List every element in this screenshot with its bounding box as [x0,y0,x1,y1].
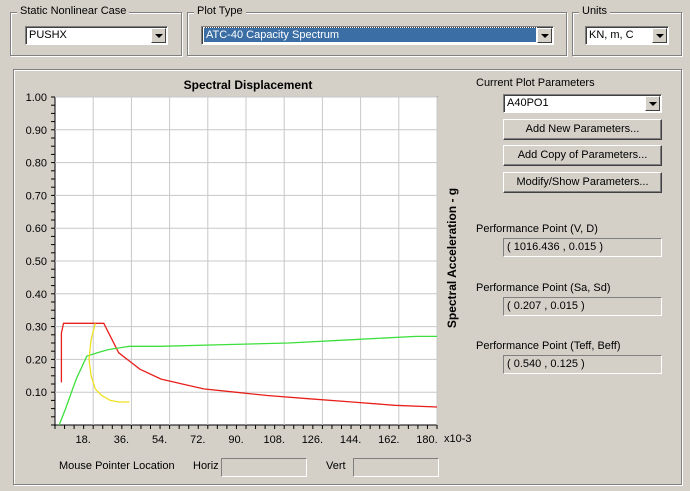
x-tick-label: 72. [190,434,205,446]
y-tick-label: 0.60 [26,223,47,235]
pp-teff-field: ( 0.540 , 0.125 ) [503,355,662,374]
plot-type-value: ATC-40 Capacity Spectrum [203,27,537,43]
pp-sasd-label: Performance Point (Sa, Sd) [476,282,611,294]
y-tick-label: 0.50 [26,256,47,268]
current-params-value: A40PO1 [507,97,549,109]
vert-field [353,458,439,477]
units-group: Units [572,5,682,56]
main-panel [13,69,682,485]
static-case-label: Static Nonlinear Case [17,5,130,17]
demand-curve [60,322,438,408]
x-tick-label: 144. [340,434,361,446]
y-tick-label: 0.90 [26,125,47,137]
plot-type-select[interactable]: ATC-40 Capacity Spectrum [201,26,554,45]
plot-type-label: Plot Type [194,5,246,17]
y-tick-label: 0.10 [26,387,47,399]
current-params-label: Current Plot Parameters [476,77,595,89]
y-tick-label: 0.30 [26,322,47,334]
x-tick-label: 54. [152,434,167,446]
period-curve [88,323,130,403]
capacity-curve [58,335,437,426]
y-tick-label: 0.80 [26,158,47,170]
horiz-field [221,458,307,477]
pp-sasd-field: ( 0.207 , 0.015 ) [503,297,662,316]
modify-show-parameters-button[interactable]: Modify/Show Parameters... [503,172,662,193]
x-tick-label: 126. [302,434,323,446]
x-tick-label: 108. [263,434,284,446]
units-value: KN, m, C [589,29,634,41]
y-tick-label: 1.00 [26,92,47,104]
chevron-down-icon[interactable] [151,28,166,43]
y-tick-label: 0.40 [26,289,47,301]
current-params-select[interactable]: A40PO1 [503,94,662,113]
chevron-down-icon[interactable] [537,28,552,43]
static-case-value: PUSHX [29,29,67,41]
y-tick-label: 0.20 [26,354,47,366]
pp-vd-label: Performance Point (V, D) [476,223,598,235]
x-tick-label: 36. [114,434,129,446]
chevron-down-icon[interactable] [652,28,667,43]
pp-vd-field: ( 1016.436 , 0.015 ) [503,238,662,257]
pp-teff-label: Performance Point (Teff, Beff) [476,340,621,352]
x-tick-label: 90. [228,434,243,446]
static-case-select[interactable]: PUSHX [25,26,168,45]
x-tick-label: 18. [76,434,91,446]
add-new-parameters-button[interactable]: Add New Parameters... [503,119,662,140]
horiz-label: Horiz [193,460,219,472]
chart-title: Spectral Displacement [184,78,313,92]
plot-type-group: Plot Type [187,5,567,56]
y-tick-label: 0.70 [26,190,47,202]
add-copy-parameters-button[interactable]: Add Copy of Parameters... [503,145,662,166]
x-tick-label: 162. [378,434,399,446]
y-axis-label: Spectral Acceleration - g [445,188,459,328]
x-tick-label: 180. [416,434,437,446]
static-case-group: Static Nonlinear Case [10,5,182,56]
units-label: Units [579,5,611,17]
units-select[interactable]: KN, m, C [585,26,669,45]
chevron-down-icon[interactable] [645,96,660,111]
vert-label: Vert [326,460,346,472]
x-multiplier-label: x10-3 [444,433,472,445]
pointer-location-label: Mouse Pointer Location [59,460,175,472]
